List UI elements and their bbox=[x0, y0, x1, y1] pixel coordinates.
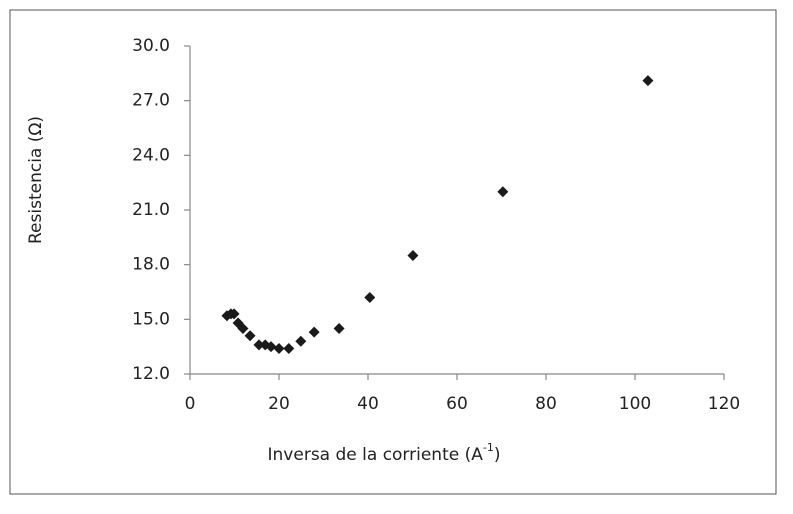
y-tick-label: 24.0 bbox=[132, 145, 170, 165]
x-tick-label: 0 bbox=[185, 394, 196, 414]
x-label-text: Inversa de la corriente (A bbox=[268, 445, 484, 465]
point bbox=[642, 75, 654, 87]
y-axis-label: Resistencia (Ω) bbox=[26, 116, 46, 244]
point bbox=[253, 339, 265, 351]
x-tick-label: 40 bbox=[357, 394, 379, 414]
chart-border bbox=[9, 9, 777, 495]
point bbox=[265, 341, 277, 353]
point bbox=[228, 308, 240, 320]
y-tick-label: 15.0 bbox=[132, 309, 170, 329]
point bbox=[364, 291, 376, 303]
x-tick-label: 80 bbox=[535, 394, 557, 414]
x-label-close: ) bbox=[494, 445, 501, 465]
point bbox=[295, 335, 307, 347]
point bbox=[308, 326, 320, 338]
point bbox=[407, 250, 419, 262]
x-axis-label: Inversa de la corriente (A-1) bbox=[268, 441, 501, 465]
point bbox=[333, 322, 345, 334]
y-tick-label: 21.0 bbox=[132, 200, 170, 220]
point bbox=[497, 186, 509, 198]
x-tick-label: 60 bbox=[446, 394, 468, 414]
point bbox=[237, 322, 249, 334]
x-tick-label: 20 bbox=[268, 394, 290, 414]
x-label-sup: -1 bbox=[483, 441, 494, 454]
x-tick-label: 100 bbox=[619, 394, 651, 414]
x-tick-label: 120 bbox=[708, 394, 740, 414]
point bbox=[244, 330, 256, 342]
y-tick-label: 18.0 bbox=[132, 255, 170, 275]
y-tick-label: 27.0 bbox=[132, 91, 170, 111]
point bbox=[283, 342, 295, 354]
y-tick-label: 30.0 bbox=[132, 36, 170, 56]
y-tick-label: 12.0 bbox=[132, 364, 170, 384]
point bbox=[273, 342, 285, 354]
